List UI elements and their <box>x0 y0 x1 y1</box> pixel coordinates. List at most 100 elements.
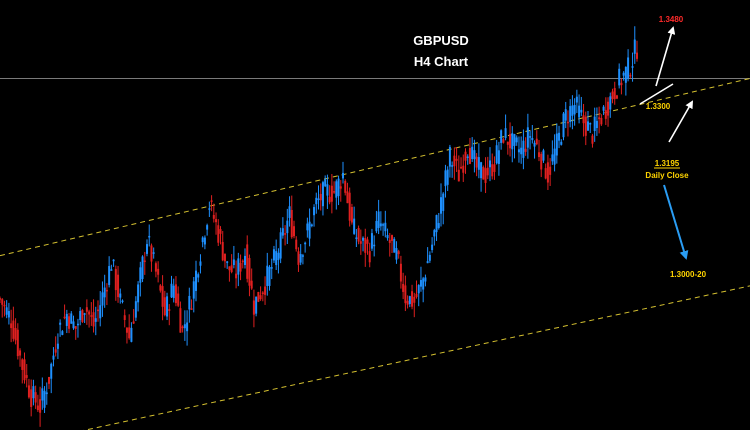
daily-close-note: Daily Close <box>645 171 689 180</box>
chart-subtitle: H4 Chart <box>414 54 469 69</box>
candle-body <box>14 328 17 341</box>
candle-body <box>413 296 416 303</box>
candle-body <box>335 181 338 198</box>
candle-body <box>39 399 42 413</box>
candle-body <box>520 147 523 155</box>
candle-body <box>631 66 634 68</box>
candle-body <box>502 139 505 143</box>
candle-body <box>313 207 316 216</box>
candle-body <box>324 179 327 187</box>
candle-body <box>179 308 182 333</box>
candle-body <box>408 296 411 305</box>
candle-body <box>531 137 534 141</box>
candle-body <box>137 284 140 303</box>
candle-body <box>286 220 289 234</box>
candle-body <box>319 193 322 201</box>
candle-body <box>166 296 169 317</box>
candle-body <box>375 220 378 232</box>
candle-body <box>542 150 545 161</box>
candle-body <box>56 343 59 349</box>
candle-body <box>636 52 638 59</box>
chart-title: GBPUSD <box>413 33 469 48</box>
retest-arrow-up <box>639 83 674 105</box>
candle-body <box>622 72 625 76</box>
candle-body <box>5 307 8 315</box>
candle-body <box>544 168 547 179</box>
candle-body <box>85 307 88 312</box>
target-level-label: 1.3480 <box>659 15 684 24</box>
candle-body <box>466 156 469 158</box>
candle-body <box>27 385 30 398</box>
candle-body <box>304 242 307 245</box>
candle-body <box>88 311 91 315</box>
candle-body <box>506 141 509 145</box>
candle-body <box>457 169 460 182</box>
candle-body <box>504 128 507 139</box>
candle-body <box>500 130 503 143</box>
candle-body <box>268 267 271 286</box>
candle-body <box>266 265 269 286</box>
candle-body <box>21 359 24 370</box>
candle-body <box>252 300 255 315</box>
bear-arrow <box>663 184 689 260</box>
candle-body <box>248 258 251 286</box>
candle-body <box>259 295 262 300</box>
candle-body <box>618 68 621 86</box>
candle-body <box>290 209 293 238</box>
candle-body <box>239 262 242 272</box>
candle-body <box>613 88 616 100</box>
candle-body <box>382 224 385 226</box>
candle-body <box>255 296 258 314</box>
candle-body <box>489 160 491 168</box>
candle-body <box>609 96 612 110</box>
candle-body <box>275 251 278 266</box>
candle-body <box>598 117 601 120</box>
candle-body <box>491 164 494 177</box>
candle-body <box>10 323 13 329</box>
candle-body <box>284 233 287 235</box>
candle-body <box>591 135 594 144</box>
candle-body <box>12 320 15 339</box>
candle-body <box>288 206 291 218</box>
candle-body <box>344 180 347 193</box>
candle-body <box>600 117 603 125</box>
candle-body <box>462 165 465 173</box>
candle-body <box>74 326 77 329</box>
candle-body <box>444 170 447 187</box>
candle-body <box>593 116 596 132</box>
candle-body <box>346 191 349 204</box>
candle-body <box>337 178 340 197</box>
candle-body <box>589 123 592 125</box>
candle-body <box>468 148 471 164</box>
candle-body <box>602 106 605 111</box>
candle-body <box>480 162 483 179</box>
candle-body <box>94 318 97 322</box>
candle-body <box>150 245 153 262</box>
candle-body <box>471 146 474 159</box>
candle-body <box>377 211 380 228</box>
candle-body <box>181 326 184 329</box>
candle-body <box>368 251 371 263</box>
candle-body <box>393 238 396 253</box>
candle-body <box>52 355 55 360</box>
candle-body <box>497 150 500 164</box>
candle-body <box>23 359 26 381</box>
candle-body <box>517 149 520 153</box>
candle-body <box>192 281 195 299</box>
candle-body <box>315 197 318 205</box>
candle-body <box>90 315 93 317</box>
candle-body <box>564 109 567 121</box>
candle-body <box>146 244 148 254</box>
candle-body <box>235 273 238 279</box>
candle-body <box>63 316 66 319</box>
candle-body <box>105 289 108 292</box>
candle-body <box>215 219 218 223</box>
candle-body <box>546 162 549 183</box>
candle-body <box>451 165 454 167</box>
candle-body <box>293 226 295 237</box>
candle-body <box>633 39 636 54</box>
candle-body <box>244 255 246 265</box>
candle-body <box>121 300 124 303</box>
candle-body <box>61 331 64 335</box>
